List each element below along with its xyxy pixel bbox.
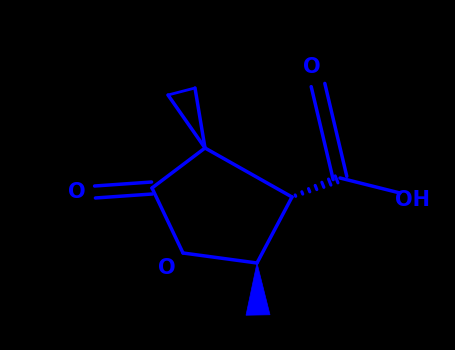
Polygon shape — [246, 263, 270, 315]
Text: O: O — [158, 258, 176, 278]
Text: OH: OH — [395, 190, 430, 210]
Text: O: O — [303, 57, 321, 77]
Text: O: O — [68, 182, 86, 202]
